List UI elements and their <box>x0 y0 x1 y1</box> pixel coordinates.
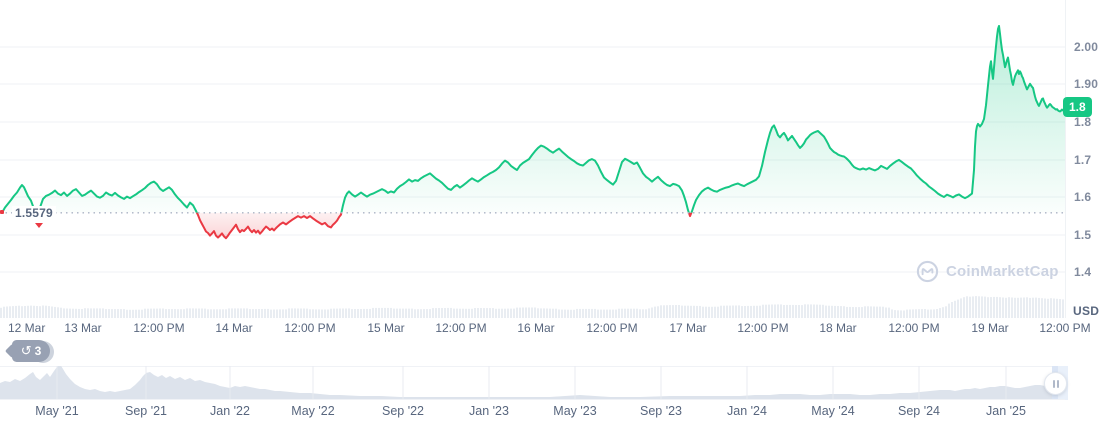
y-axis: 2.00 1.90 1.8 1.7 1.6 1.5 1.4 <box>1065 0 1113 318</box>
minimap-drag-handle[interactable] <box>1044 372 1067 395</box>
drawing-history-button[interactable]: ↺ 3 <box>12 340 50 362</box>
watermark-text: CoinMarketCap <box>946 263 1059 280</box>
watermark: CoinMarketCap <box>916 260 1059 283</box>
x-axis-label: 12:00 PM <box>133 321 185 335</box>
currency-unit-label: USD <box>1073 304 1100 318</box>
x-axis-label: 13 Mar <box>64 321 102 335</box>
y-axis-label: 1.8 <box>1074 115 1092 129</box>
y-axis-label: 1.5 <box>1074 228 1092 242</box>
y-axis-label: 1.6 <box>1074 190 1092 204</box>
minimap-date-label: Sep '21 <box>124 404 168 418</box>
minimap-date-label: Sep '24 <box>897 404 941 418</box>
history-clock-icon: ↺ <box>20 342 32 358</box>
x-axis-label: 12:00 PM <box>435 321 487 335</box>
x-axis-label: 12:00 PM <box>586 321 638 335</box>
y-axis-label: 1.7 <box>1074 153 1092 167</box>
minimap-date-label: Sep '22 <box>381 404 425 418</box>
low-point-arrow-icon <box>35 223 43 228</box>
minimap-date-label: May '21 <box>35 404 79 418</box>
x-axis: 12 Mar 13 Mar 12:00 PM 14 Mar 12:00 PM 15 Mar… <box>0 321 1113 335</box>
x-axis-label: 17 Mar <box>669 321 707 335</box>
current-price-badge: 1.8 <box>1063 97 1092 117</box>
minimap-date-label: Sep '23 <box>639 404 683 418</box>
x-axis-label: 12:00 PM <box>737 321 789 335</box>
x-axis-label: 12 Mar <box>8 321 46 335</box>
y-axis-label: 2.00 <box>1074 40 1099 54</box>
minimap-date-label: Jan '23 <box>469 404 509 418</box>
coinmarketcap-logo-icon <box>916 260 939 283</box>
baseline-price-label: 1.5579 <box>12 206 56 220</box>
history-count: 3 <box>34 344 42 358</box>
x-axis-label: 14 Mar <box>215 321 253 335</box>
minimap-date-label: Jan '25 <box>986 404 1026 418</box>
price-chart-svg[interactable] <box>0 0 1065 318</box>
y-axis-label: 1.90 <box>1074 77 1099 91</box>
minimap-scrubber[interactable] <box>0 366 1113 400</box>
minimap-labels: May '21 Sep '21 Jan '22 May '22 Sep '22 Jan '… <box>0 404 1113 420</box>
x-axis-label: 12:00 PM <box>888 321 940 335</box>
x-axis-label: 16 Mar <box>517 321 555 335</box>
minimap-date-label: Jan '24 <box>727 404 767 418</box>
y-axis-label: 1.4 <box>1074 265 1092 279</box>
minimap-date-label: May '22 <box>291 404 335 418</box>
x-axis-label: 12:00 PM <box>1039 321 1091 335</box>
minimap-date-label: May '24 <box>811 404 855 418</box>
minimap-date-label: May '23 <box>553 404 597 418</box>
x-axis-label: 15 Mar <box>367 321 405 335</box>
x-axis-label: 18 Mar <box>819 321 857 335</box>
x-axis-label: 19 Mar <box>971 321 1009 335</box>
minimap-date-label: Jan '22 <box>210 404 250 418</box>
x-axis-label: 12:00 PM <box>284 321 336 335</box>
series-start-tick <box>0 210 4 214</box>
